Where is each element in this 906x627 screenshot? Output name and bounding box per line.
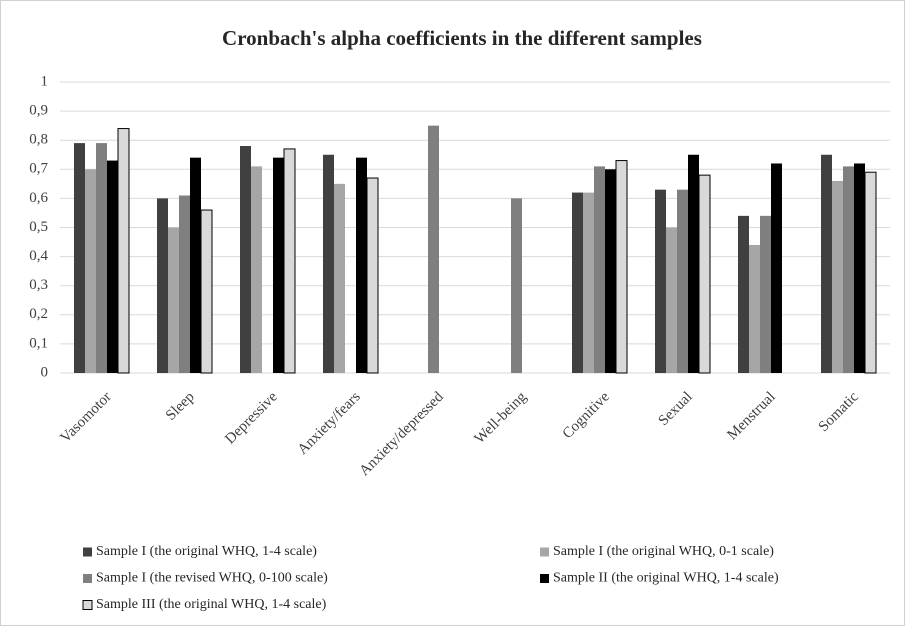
bar [273,157,284,373]
bar [698,174,711,374]
legend-label: Sample I (the revised WHQ, 0-100 scale) [96,571,328,586]
bar [655,189,666,373]
bar [323,154,334,373]
bar [107,160,118,373]
bar [864,171,877,374]
bar [677,189,688,373]
bar [821,154,832,373]
bar [117,128,130,374]
bar [240,146,251,373]
legend-swatch [540,547,549,557]
bar [832,180,843,373]
bar [200,209,213,374]
bar [356,157,367,373]
bar [334,183,345,373]
bar [190,157,201,373]
y-tick-label: 0 [41,364,49,380]
bar [666,227,677,373]
y-tick-label: 0,7 [29,161,48,177]
bar [157,198,168,373]
bar [251,166,262,373]
bar [594,166,605,373]
bar [749,244,760,373]
bar [179,195,190,373]
bar [615,160,628,374]
legend-label: Sample III (the original WHQ, 1-4 scale) [96,597,327,612]
bar [605,169,616,373]
y-tick-label: 0,4 [29,248,48,264]
y-tick-label: 0,5 [29,219,48,235]
bar [96,143,107,373]
bar [854,163,865,373]
legend-swatch [83,547,92,557]
y-tick-label: 0,3 [29,277,48,293]
y-tick-label: 0,2 [29,306,48,322]
legend-label: Sample I (the original WHQ, 1-4 scale) [96,544,317,559]
bar [74,143,85,373]
bar [366,177,379,374]
legend-label: Sample I (the original WHQ, 0-1 scale) [553,544,774,559]
legend-label: Sample II (the original WHQ, 1-4 scale) [553,571,779,586]
bar [283,148,296,374]
y-tick-label: 0,1 [29,335,48,351]
bar [168,227,179,373]
bar [572,192,583,373]
legend-swatch [82,600,93,610]
bar [511,198,522,373]
bar [583,192,594,373]
chart-title: Cronbach's alpha coefficients in the dif… [222,26,702,50]
bar [428,125,439,374]
y-tick-label: 1 [41,73,49,89]
bar [85,169,96,373]
bar [688,154,699,373]
bar [771,163,782,373]
bar [843,166,854,373]
bar [738,215,749,373]
legend-swatch [83,574,92,583]
y-tick-label: 0,9 [29,103,48,119]
bar [760,215,771,373]
y-tick-label: 0,6 [29,190,48,206]
legend-swatch [540,574,549,583]
y-tick-label: 0,8 [29,132,48,148]
